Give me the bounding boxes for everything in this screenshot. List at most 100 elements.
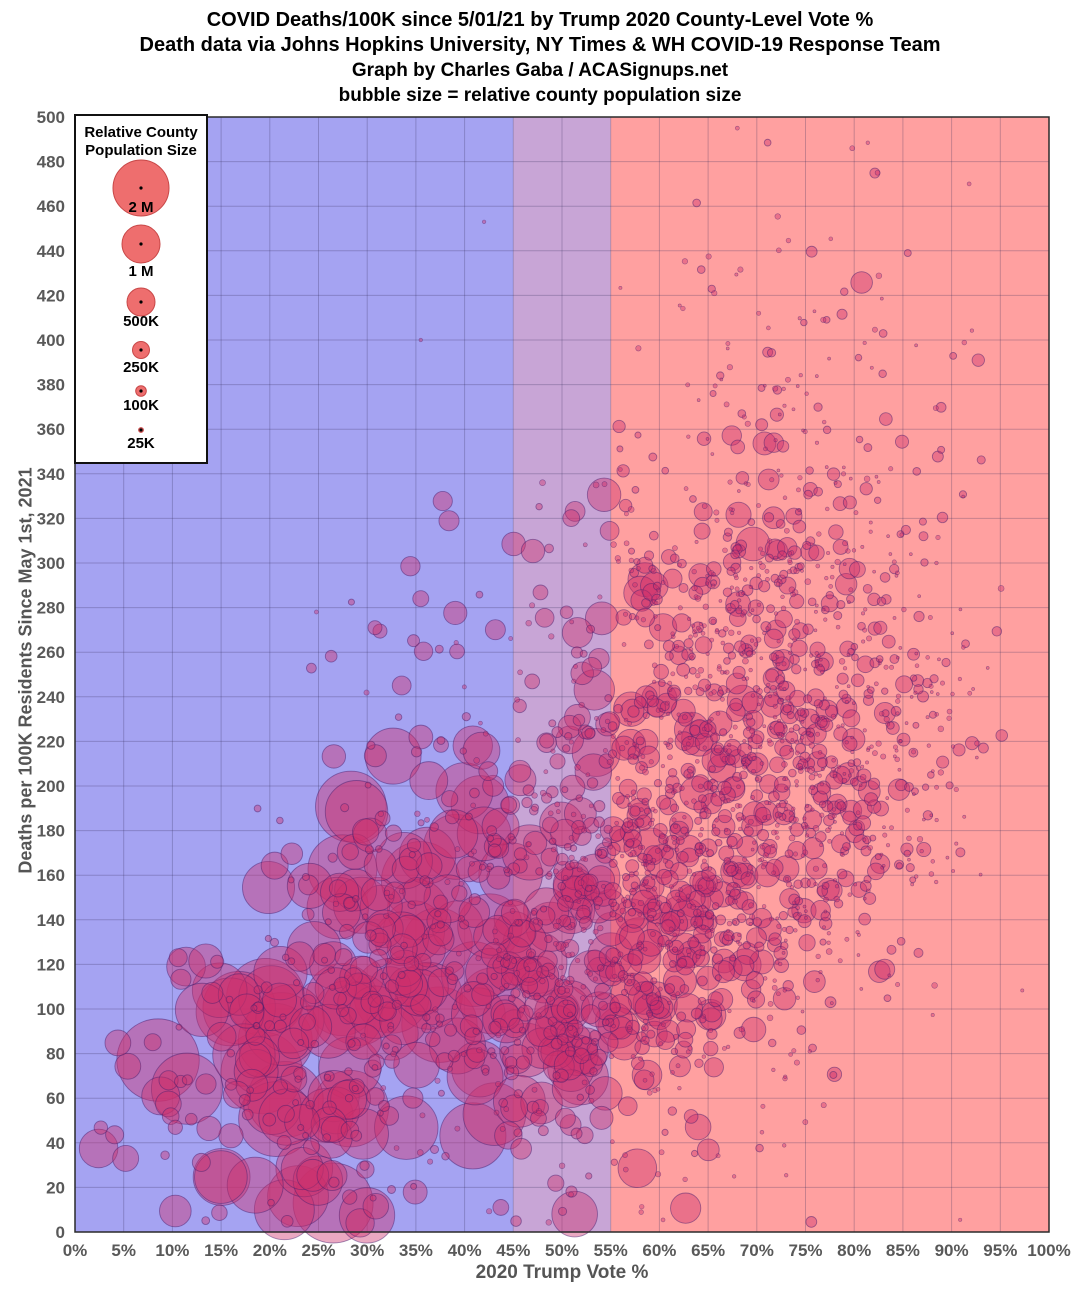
county-bubble	[689, 724, 701, 736]
county-bubble	[806, 688, 825, 707]
county-bubble	[253, 804, 262, 813]
county-bubble	[675, 1063, 681, 1069]
x-tick-label: 45%	[496, 1241, 530, 1260]
county-bubble	[821, 881, 830, 890]
county-bubble	[648, 613, 678, 642]
county-bubble	[726, 684, 759, 717]
county-bubble	[672, 932, 678, 938]
county-bubble	[705, 651, 710, 656]
county-bubble	[701, 904, 706, 910]
county-bubble	[481, 1068, 490, 1076]
county-bubble	[662, 839, 668, 845]
county-bubble	[855, 765, 861, 771]
county-bubble	[529, 602, 536, 609]
county-bubble	[607, 1026, 642, 1061]
county-bubble	[800, 1009, 805, 1014]
x-tick-label: 15%	[204, 1241, 238, 1260]
county-bubble	[650, 874, 657, 880]
county-bubble	[435, 1013, 445, 1024]
county-bubble	[639, 807, 644, 813]
county-bubble	[799, 708, 810, 718]
county-bubble	[851, 653, 859, 662]
county-bubble	[366, 1087, 385, 1106]
county-bubble	[668, 884, 674, 890]
county-bubble	[648, 452, 658, 462]
county-bubble	[842, 772, 847, 776]
county-bubble	[785, 925, 794, 935]
county-bubble	[328, 983, 336, 991]
county-bubble	[627, 949, 644, 966]
county-bubble	[264, 1020, 275, 1032]
county-bubble	[584, 727, 596, 739]
county-bubble	[226, 1049, 236, 1058]
county-bubble	[958, 607, 963, 612]
county-bubble	[673, 823, 679, 829]
county-bubble	[387, 1185, 396, 1194]
county-bubble	[463, 984, 472, 993]
county-bubble	[184, 1112, 198, 1126]
county-bubble	[763, 138, 772, 147]
county-bubble	[749, 576, 763, 590]
county-bubble	[703, 1040, 719, 1057]
county-bubble	[630, 849, 637, 857]
county-bubble	[904, 721, 909, 725]
county-bubble	[792, 724, 800, 732]
county-bubble	[574, 753, 613, 791]
county-bubble	[245, 1025, 266, 1046]
county-bubble	[660, 1217, 666, 1223]
county-bubble	[819, 938, 827, 946]
county-bubble	[348, 1078, 365, 1095]
county-bubble	[555, 809, 561, 815]
county-bubble	[730, 510, 735, 516]
county-bubble	[705, 684, 711, 690]
county-bubble	[568, 739, 574, 745]
county-bubble	[507, 994, 516, 1003]
county-bubble	[348, 985, 403, 1039]
county-bubble	[818, 970, 823, 975]
county-bubble	[141, 1076, 181, 1116]
county-bubble	[724, 754, 736, 766]
county-bubble	[809, 784, 816, 790]
county-bubble	[781, 951, 786, 955]
county-bubble	[847, 892, 853, 897]
county-bubble	[645, 992, 660, 1006]
county-bubble	[889, 825, 894, 831]
county-bubble	[642, 768, 649, 776]
county-bubble	[639, 1204, 645, 1210]
county-bubble	[839, 852, 844, 856]
county-bubble	[862, 728, 867, 733]
county-bubble	[688, 652, 696, 661]
county-bubble	[713, 744, 723, 754]
county-bubble	[345, 972, 372, 999]
county-bubble	[550, 1037, 563, 1050]
county-bubble	[643, 639, 654, 650]
county-bubble	[406, 838, 422, 853]
county-bubble	[758, 560, 763, 565]
county-bubble	[782, 1143, 787, 1148]
county-bubble	[815, 374, 819, 378]
county-bubble	[891, 559, 897, 565]
county-bubble	[553, 940, 559, 947]
county-bubble	[642, 946, 648, 952]
county-bubble	[888, 552, 893, 556]
county-bubble	[398, 847, 423, 871]
county-bubble	[501, 531, 526, 557]
county-bubble	[732, 920, 738, 925]
county-bubble	[776, 661, 781, 667]
county-bubble	[804, 767, 810, 773]
y-tick-label: 160	[37, 866, 65, 885]
county-bubble	[588, 647, 610, 670]
county-bubble	[931, 982, 938, 989]
county-bubble	[702, 603, 709, 610]
county-bubble	[616, 445, 624, 453]
county-bubble	[324, 780, 389, 844]
county-bubble	[562, 875, 569, 881]
county-bubble	[730, 549, 740, 560]
county-bubble	[713, 509, 720, 516]
county-bubble	[847, 600, 851, 605]
county-bubble	[692, 684, 699, 691]
county-bubble	[508, 759, 532, 783]
county-bubble	[707, 991, 724, 1008]
county-bubble	[810, 782, 832, 803]
county-bubble	[593, 800, 606, 813]
